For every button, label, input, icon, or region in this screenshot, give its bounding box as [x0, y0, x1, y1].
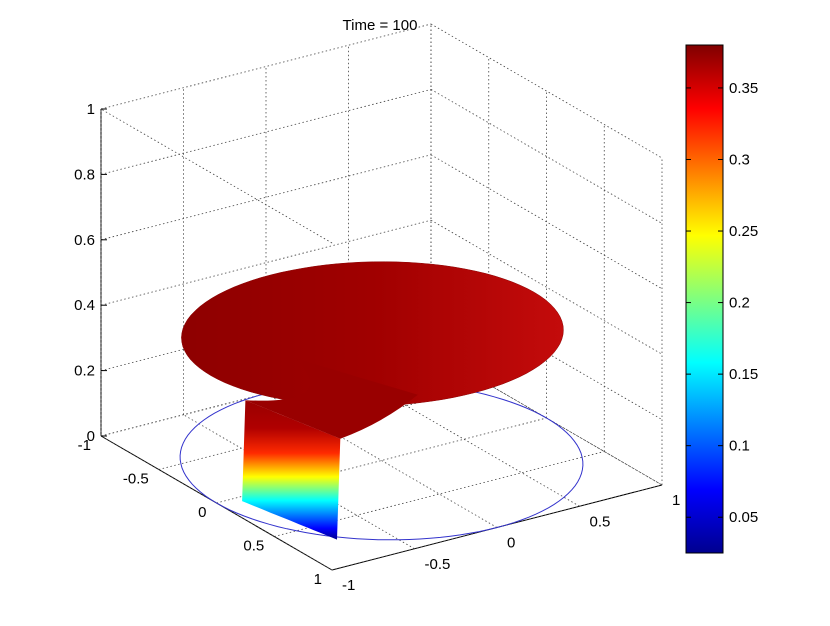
y-tick-label: -1	[78, 437, 91, 454]
colorbar-gradient	[685, 44, 724, 554]
gridline	[430, 23, 663, 159]
surface-fold	[245, 358, 418, 439]
colorbar-tick-label: 0.1	[729, 438, 750, 455]
gridline	[100, 23, 432, 110]
colorbar-tick-label: 0.3	[729, 151, 750, 168]
gridline	[430, 89, 663, 224]
gridline	[331, 484, 663, 571]
tick-labels: 0 0.2 0.4 0.6 0.8 1 -1 -0.5 0 0.5 1 -1 -0.5 0 0.5 1	[74, 101, 680, 594]
chart-title: Time = 100	[343, 17, 418, 34]
colorbar-tick-label: 0.25	[729, 223, 758, 240]
gridline	[183, 414, 415, 550]
gridline	[158, 384, 489, 470]
surface	[181, 261, 564, 540]
colorbar-tick-label: 0.15	[729, 366, 758, 383]
surface-plateau	[181, 261, 564, 407]
gridline	[100, 108, 333, 244]
z-tick-label: 0.2	[74, 363, 95, 380]
gridline	[100, 435, 333, 571]
colorbar-tick-label: 0.2	[729, 295, 750, 312]
gridline	[430, 154, 663, 290]
y-tick-label: -0.5	[123, 471, 149, 488]
z-tick-label: 1	[87, 101, 95, 118]
gridline	[348, 371, 580, 507]
x-tick-label: 1	[672, 492, 680, 509]
gridline	[100, 219, 432, 306]
gridline	[100, 285, 432, 371]
z-tick-label: 0.4	[74, 297, 95, 314]
z-tick-label: 0.6	[74, 232, 95, 249]
gridline	[100, 89, 432, 175]
gridline	[430, 219, 663, 355]
colorbar: 0.05 0.1 0.15 0.2 0.25 0.3 0.35	[685, 44, 758, 554]
gridline	[265, 393, 498, 528]
y-tick-label: 1	[314, 571, 322, 588]
gridline	[100, 154, 432, 241]
x-tick-label: -1	[342, 577, 355, 594]
z-tick-label: 0.8	[74, 166, 95, 183]
gridline	[100, 350, 432, 437]
y-tick-label: 0.5	[243, 538, 264, 555]
z-tick-label: 0	[87, 428, 95, 445]
x-tick-label: -0.5	[425, 556, 451, 573]
x-tick-label: 0	[507, 535, 515, 552]
x-tick-label: 0.5	[590, 513, 611, 530]
gridline	[430, 350, 663, 486]
surface-wall	[242, 400, 341, 540]
colorbar-tick-label: 0.05	[729, 509, 758, 526]
y-tick-label: 0	[198, 504, 206, 521]
colorbar-tick-label: 0.35	[729, 80, 758, 97]
